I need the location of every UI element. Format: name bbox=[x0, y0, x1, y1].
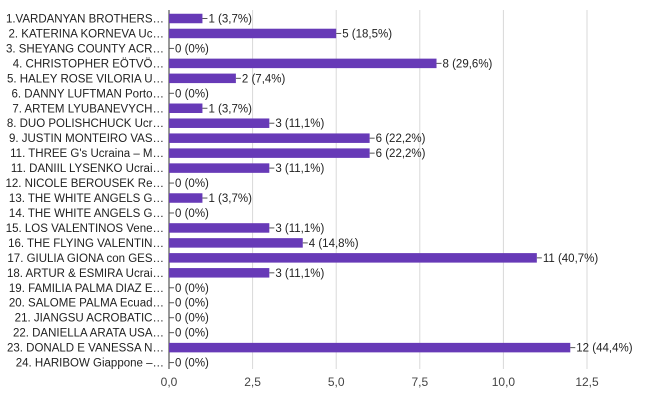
category-label: 20. SALOME PALMA Ecuad… bbox=[9, 298, 164, 310]
bar bbox=[169, 253, 537, 263]
bar bbox=[169, 268, 270, 278]
data-label: 1 (3,7%) bbox=[208, 14, 252, 26]
category-label: 11. DANIIL LYSENKO Ucrai… bbox=[11, 163, 164, 175]
data-label: 3 (11,1%) bbox=[275, 223, 324, 235]
category-label: 19. FAMILIA PALMA DIAZ E… bbox=[9, 283, 164, 295]
category-label: 12. NICOLE BEROUSEK Re… bbox=[6, 178, 165, 190]
data-label: 0 (0%) bbox=[175, 208, 209, 220]
category-label: 8. DUO POLISHCHUCK Ucr… bbox=[7, 118, 164, 130]
category-label: 14. THE WHITE ANGELS G… bbox=[9, 208, 164, 220]
data-label: 4 (14,8%) bbox=[309, 238, 359, 250]
category-label: 2. KATERINA KORNEVA Uc… bbox=[8, 28, 164, 40]
category-label: 23. DONALD E VANESSA N… bbox=[7, 343, 164, 355]
data-label: 0 (0%) bbox=[175, 283, 209, 295]
data-label: 8 (29,6%) bbox=[443, 58, 493, 70]
data-label: 0 (0%) bbox=[175, 178, 209, 190]
data-label: 3 (11,1%) bbox=[275, 118, 324, 130]
bar bbox=[169, 28, 337, 39]
data-label: 0 (0%) bbox=[175, 43, 209, 55]
bar bbox=[169, 163, 270, 173]
x-tick-label: 12,5 bbox=[575, 375, 599, 389]
category-label: 15. LOS VALENTINOS Vene… bbox=[6, 223, 164, 235]
category-label: 22. DANIELLA ARATA USA… bbox=[13, 328, 164, 340]
bar bbox=[169, 223, 270, 233]
category-label: 9. JUSTIN MONTEIRO VAS… bbox=[9, 133, 164, 145]
category-label: 16. THE FLYING VALENTIN… bbox=[8, 238, 164, 250]
bar bbox=[169, 133, 370, 143]
data-label: 6 (22,2%) bbox=[376, 148, 426, 160]
bar bbox=[169, 238, 303, 248]
x-axis-ticks: 0,0 2,5 5,0 7,5 10,0 12,5 bbox=[161, 375, 599, 389]
category-label: 4. CHRISTOPHER EÖTVÖ… bbox=[13, 58, 164, 70]
x-tick-label: 0,0 bbox=[161, 375, 178, 389]
bar bbox=[169, 13, 203, 24]
category-label: 24. HARIBOW Giappone –… bbox=[16, 358, 164, 370]
data-label: 11 (40,7%) bbox=[543, 253, 599, 265]
bars bbox=[169, 13, 571, 353]
x-tick-label: 10,0 bbox=[492, 375, 516, 389]
x-tick-label: 2,5 bbox=[244, 375, 261, 389]
bar bbox=[169, 58, 437, 69]
category-label: 1.VARDANYAN BROTHERS… bbox=[6, 14, 164, 26]
data-label: 6 (22,2%) bbox=[376, 133, 426, 145]
category-label: 17. GIULIA GIONA con GES… bbox=[7, 253, 164, 265]
data-label: 0 (0%) bbox=[175, 358, 209, 370]
category-label: 21. JIANGSU ACROBATIC… bbox=[15, 313, 164, 325]
bar bbox=[169, 73, 236, 84]
data-label: 0 (0%) bbox=[175, 313, 209, 325]
data-label: 3 (11,1%) bbox=[275, 163, 324, 175]
bar bbox=[169, 148, 370, 158]
data-label: 0 (0%) bbox=[175, 88, 209, 100]
bar bbox=[169, 342, 571, 353]
category-label: 6. DANNY LUFTMAN Porto… bbox=[11, 88, 164, 100]
category-label: 18. ARTUR & ESMIRA Ucrai… bbox=[7, 268, 164, 280]
category-label: 5. HALEY ROSE VILORIA U… bbox=[7, 73, 164, 85]
bar bbox=[169, 193, 203, 203]
data-label: 0 (0%) bbox=[175, 328, 209, 340]
bar bbox=[169, 118, 270, 128]
data-label: 3 (11,1%) bbox=[275, 268, 324, 280]
data-label: 0 (0%) bbox=[175, 298, 209, 310]
data-label: 12 (44,4%) bbox=[576, 343, 632, 355]
bar bbox=[169, 103, 203, 114]
data-label: 2 (7,4%) bbox=[242, 73, 286, 85]
data-label: 1 (3,7%) bbox=[208, 193, 252, 205]
gridlines bbox=[168, 10, 588, 369]
x-tick-label: 5,0 bbox=[328, 375, 345, 389]
data-label: 5 (18,5%) bbox=[342, 28, 392, 40]
category-label: 11. THREE G's Ucraina – M… bbox=[10, 148, 164, 160]
data-label: 1 (3,7%) bbox=[208, 103, 252, 115]
category-label: 13. THE WHITE ANGELS G… bbox=[9, 193, 164, 205]
category-labels: 1.VARDANYAN BROTHERS… 2. KATERINA KORNEVA… bbox=[6, 14, 165, 370]
data-labels: 1 (3,7%) 5 (18,5%) 0 (0%) 8 (29,6%) 2 (7,4%)… bbox=[169, 14, 633, 370]
x-tick-label: 7,5 bbox=[411, 375, 428, 389]
category-label: 3. SHEYANG COUNTY ACR… bbox=[6, 43, 164, 55]
category-label: 7. ARTEM LYUBANEVYCH… bbox=[12, 103, 164, 115]
